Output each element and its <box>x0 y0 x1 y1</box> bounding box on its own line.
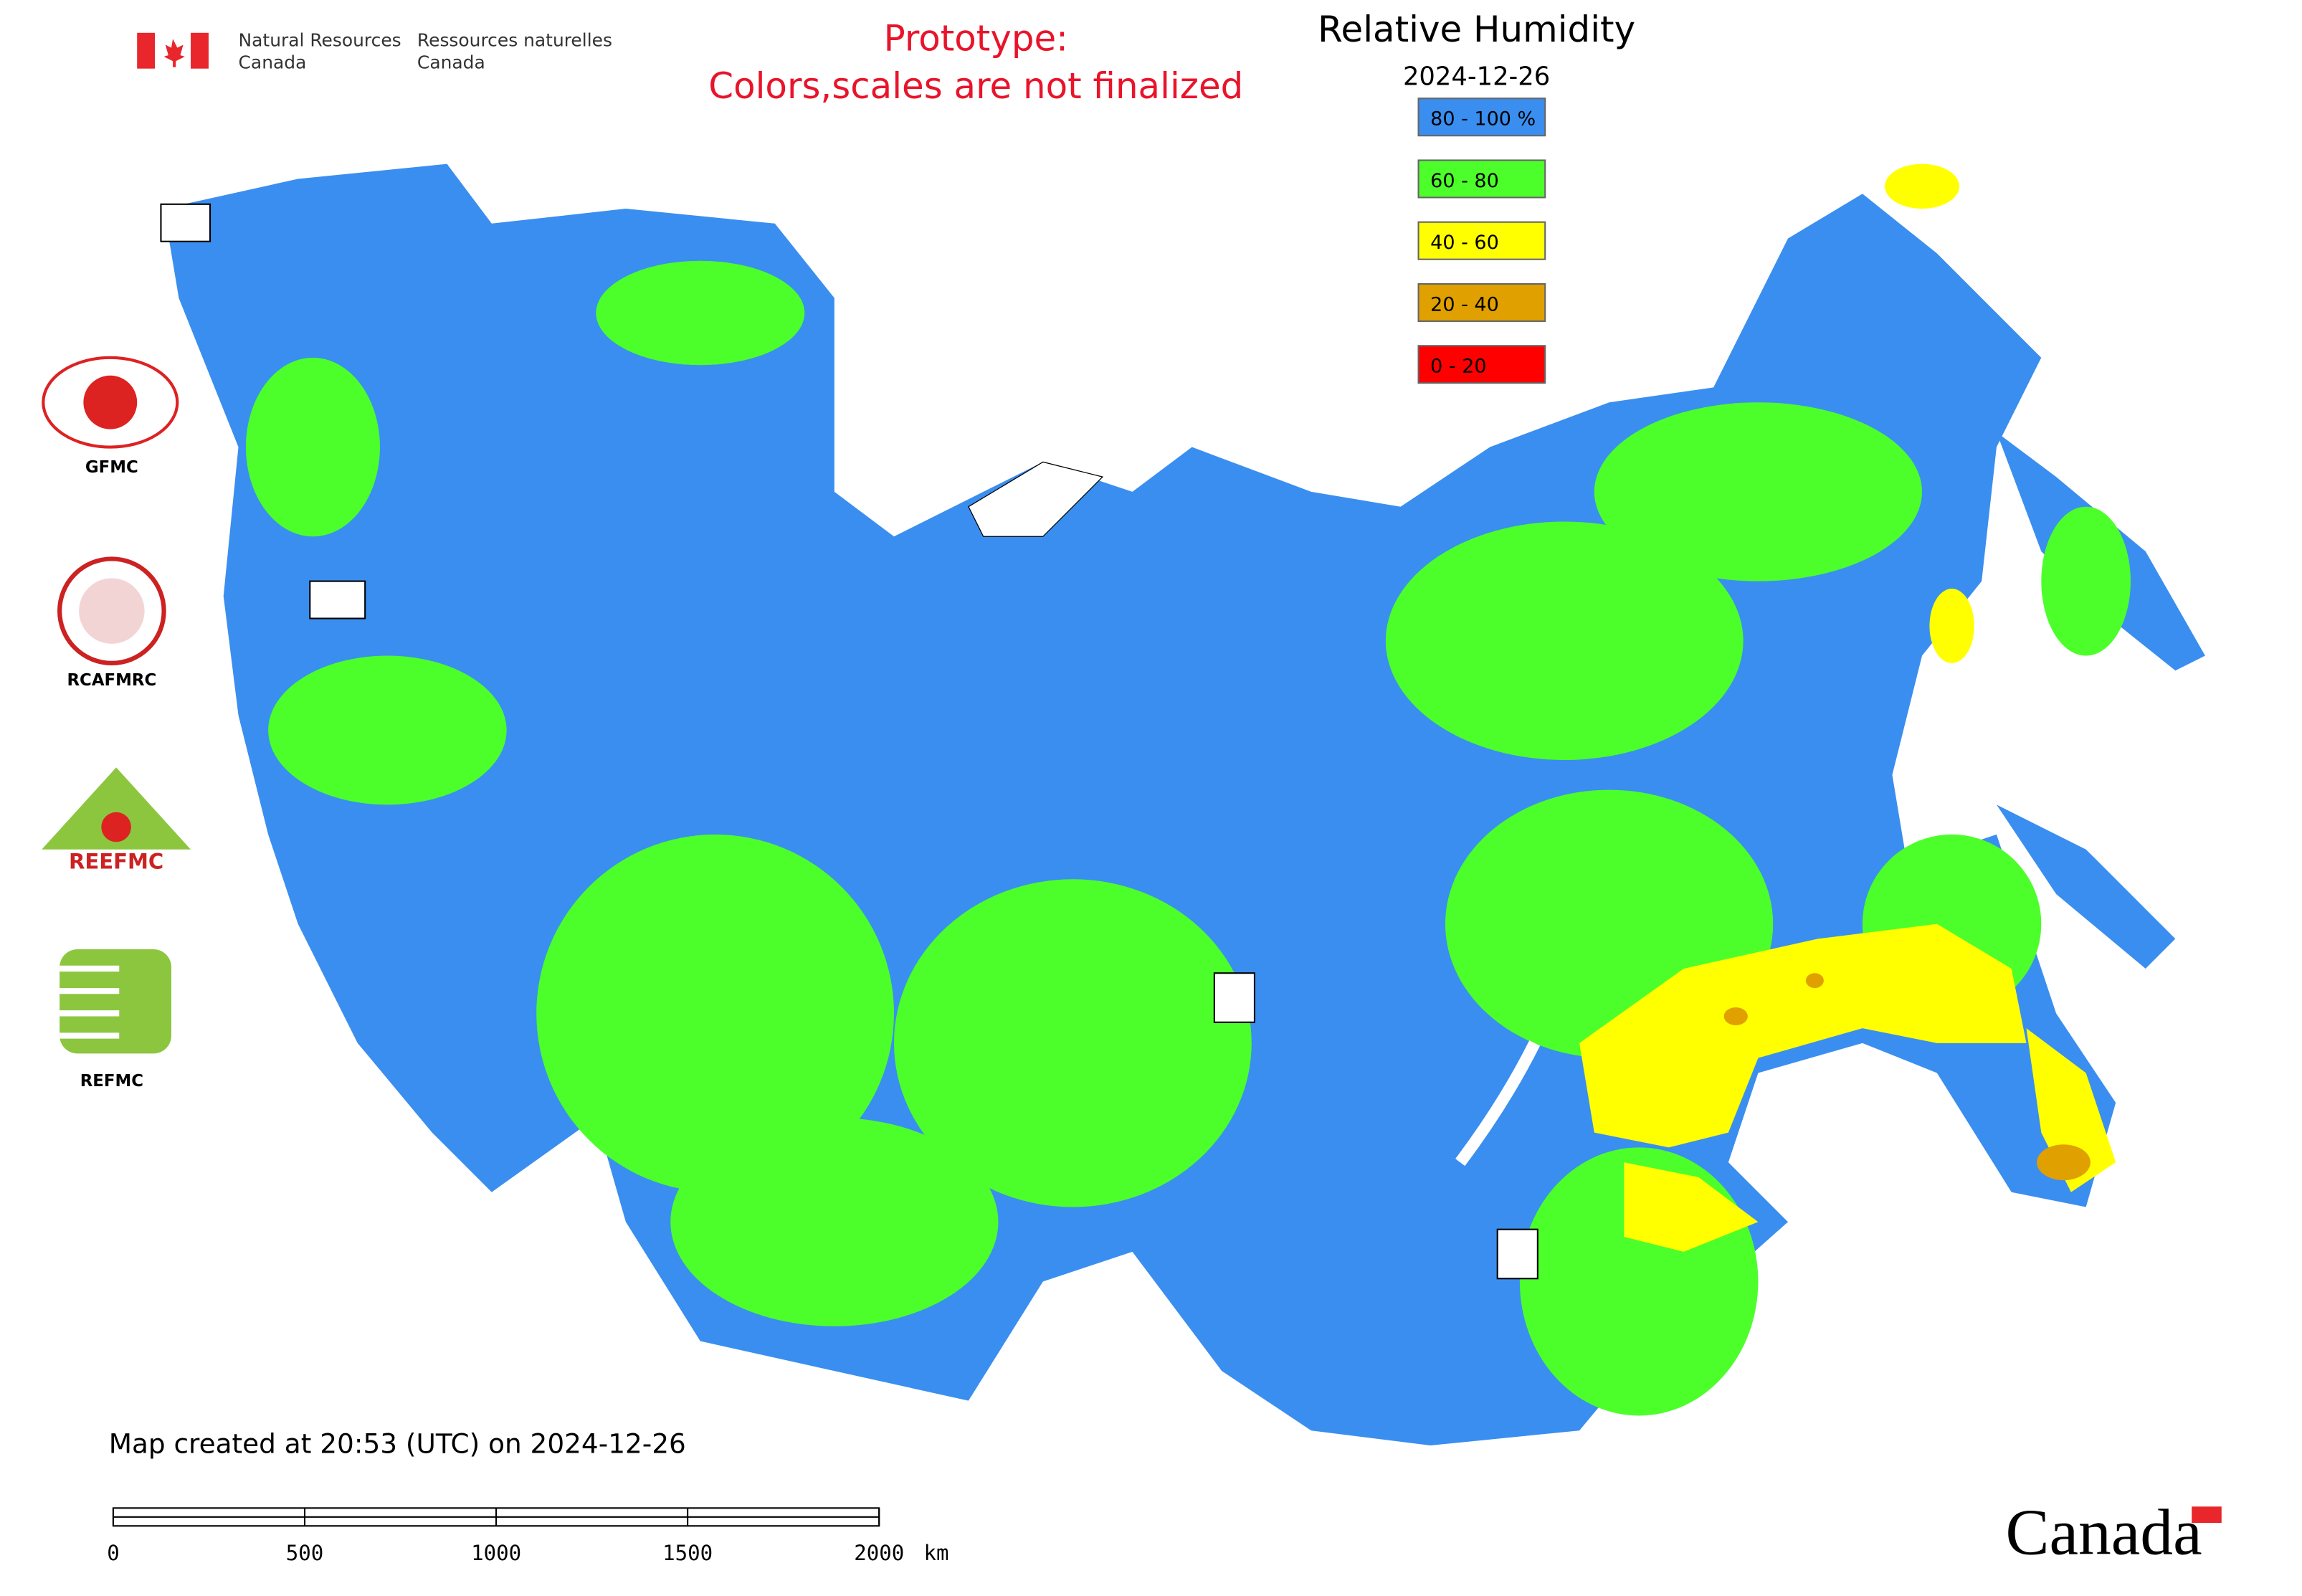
wordmark-flag <box>2192 1506 2222 1524</box>
canada-wordmark: Canada <box>2005 1496 2202 1569</box>
agency-fr: Ressources naturelles <box>417 29 612 50</box>
legend-swatch <box>1417 159 1546 199</box>
agency-en: Natural Resources <box>239 29 401 50</box>
legend-swatch <box>1417 98 1546 137</box>
scale-bar: 0 500 1000 1500 2000 km <box>107 1507 949 1565</box>
legend-label: 40 - 60 <box>1430 232 1499 254</box>
legend-title: Relative Humidity <box>1318 9 1635 50</box>
humidity-map <box>163 163 2205 1446</box>
agency-en: Canada <box>239 52 307 73</box>
created-note: Map created at 20:53 (UTC) on 2024-12-26 <box>109 1428 686 1459</box>
prototype-notice: Prototype: <box>884 18 1068 60</box>
legend-swatch <box>1417 221 1546 260</box>
legend-label: 20 - 40 <box>1430 293 1499 315</box>
scale-label: 2000 <box>854 1541 904 1565</box>
logo-label: REFMC <box>80 1072 143 1091</box>
side-logos <box>42 203 1538 1280</box>
logo-label: REEFMC <box>69 850 163 874</box>
logo-label: GFMC <box>85 458 138 477</box>
prototype-notice: Colors,scales are not finalized <box>708 65 1243 107</box>
scale-label: 0 <box>107 1541 120 1565</box>
canada-flag <box>137 32 209 69</box>
scale-label: 1500 <box>662 1541 713 1565</box>
legend-swatch <box>1417 345 1546 384</box>
scale-label: 1000 <box>471 1541 521 1565</box>
scale-unit: km <box>924 1541 949 1565</box>
logo-label: RCAFMRC <box>67 671 156 690</box>
agency-fr: Canada <box>417 52 485 73</box>
legend: 80 - 100 % 60 - 80 40 - 60 20 - 40 0 - 20 <box>1417 98 1546 384</box>
scale-label: 500 <box>286 1541 324 1565</box>
legend-label: 0 - 20 <box>1430 356 1486 378</box>
legend-swatch <box>1417 282 1546 322</box>
legend-date: 2024-12-26 <box>1403 62 1550 92</box>
legend-label: 80 - 100 % <box>1430 108 1536 130</box>
legend-label: 60 - 80 <box>1430 170 1499 192</box>
